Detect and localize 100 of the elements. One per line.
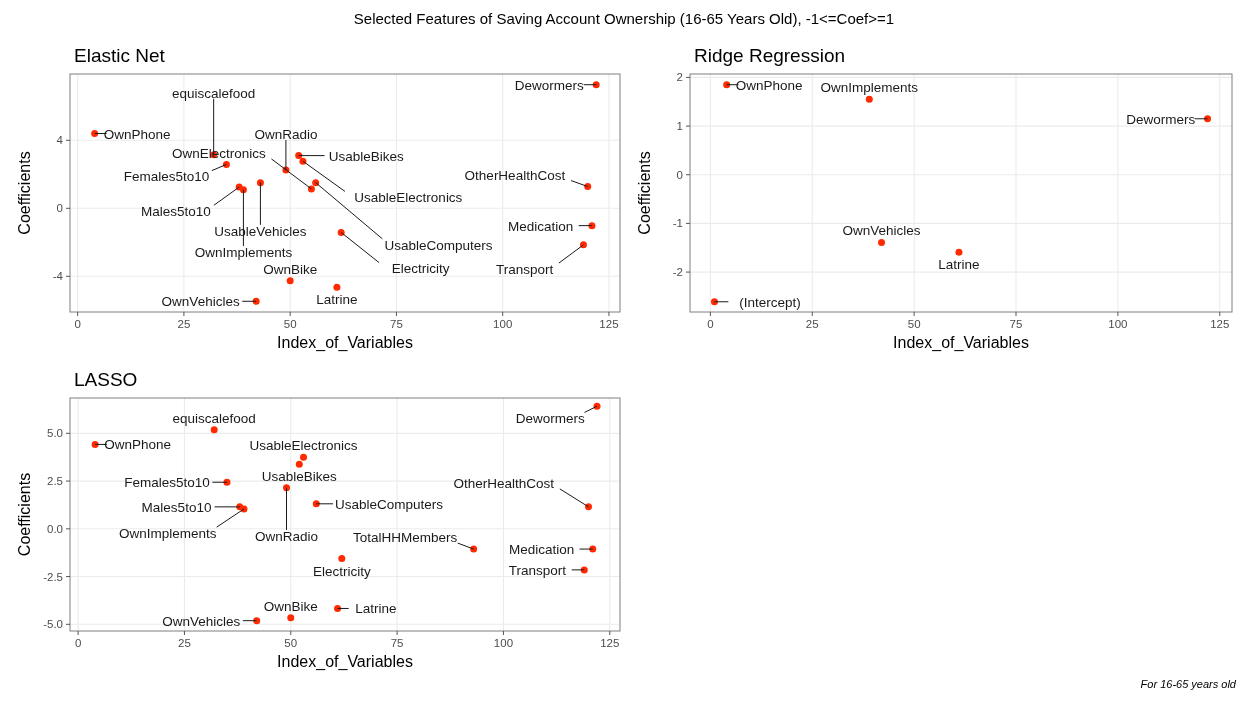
point <box>210 426 218 434</box>
x-tick-label: 0 <box>74 318 81 330</box>
annotation: equiscalefood <box>172 85 256 101</box>
annotation: OwnBike <box>263 261 318 277</box>
x-tick-label: 100 <box>493 318 513 330</box>
annotation: OwnImplements <box>119 525 217 541</box>
annotation: equiscalefood <box>172 410 256 426</box>
point <box>334 604 342 612</box>
text: For 16-65 years old <box>1140 678 1237 690</box>
chart-title: Elastic Net <box>74 45 166 66</box>
annotation: UsableBikes <box>261 469 338 485</box>
annotation: (Intercept) <box>739 294 801 310</box>
x-tick-label: 125 <box>599 318 619 330</box>
x-tick-label: 0 <box>74 637 82 649</box>
x-tick-label: 100 <box>493 637 514 649</box>
annotation: Dewormers <box>514 77 585 93</box>
annotation: Latrine <box>316 292 358 308</box>
annotation: TotalHHMembers <box>353 530 458 546</box>
annotation: OwnVehicles <box>162 613 241 629</box>
point <box>300 453 308 461</box>
annotation: UsableBikes <box>328 148 404 164</box>
annotation: UsableComputers <box>384 237 493 253</box>
annotation: Males5to10 <box>141 204 211 220</box>
point <box>338 555 346 563</box>
point <box>592 81 600 89</box>
point <box>723 81 731 89</box>
annotation: OtherHealthCost <box>464 167 566 183</box>
annotation: Latrine <box>938 257 980 273</box>
x-tick-label: 50 <box>283 318 297 330</box>
y-tick-label: 0.0 <box>47 522 63 535</box>
y-tick-label: -2.5 <box>43 570 63 583</box>
annotation: OwnVehicles <box>842 223 921 239</box>
y-tick-label: 1 <box>676 120 683 133</box>
x-tick-label: 75 <box>390 318 403 330</box>
x-tick-label: 75 <box>1009 318 1023 330</box>
x-axis-title: Index_of_Variables <box>893 334 1029 352</box>
point <box>333 283 341 291</box>
y-axis-title: Coefficients <box>16 151 33 235</box>
annotation: Transport <box>495 261 554 277</box>
x-tick-label: 50 <box>284 637 298 649</box>
point <box>91 130 99 137</box>
point <box>286 277 294 285</box>
point <box>299 157 307 165</box>
x-tick-label: 125 <box>1210 318 1230 330</box>
x-axis-title: Index_of_Variables <box>277 653 413 671</box>
chart-title: Ridge Regression <box>694 45 846 66</box>
annotation: OwnImplements <box>820 80 919 96</box>
point <box>865 95 873 103</box>
annotation: Females5to10 <box>123 169 210 185</box>
x-tick-label: 125 <box>600 637 620 649</box>
point <box>295 152 303 160</box>
annotation: OwnRadio <box>254 127 318 143</box>
annotation: OwnRadio <box>255 528 319 544</box>
annotation: Dewormers <box>515 411 585 427</box>
y-tick-label: 2 <box>676 71 683 84</box>
x-axis-title: Index_of_Variables <box>277 334 413 352</box>
annotation: OwnPhone <box>104 437 172 453</box>
annotation: Dewormers <box>1126 111 1196 127</box>
annotation: UsableComputers <box>335 496 444 512</box>
annotation: OwnPhone <box>735 77 803 93</box>
x-tick-label: 0 <box>707 318 714 330</box>
x-tick-label: 50 <box>907 318 921 330</box>
x-tick-label: 25 <box>177 318 191 330</box>
point <box>256 179 264 187</box>
point <box>955 248 963 256</box>
y-tick-label: 2.5 <box>47 475 63 488</box>
annotation: Males5to10 <box>141 499 212 515</box>
y-tick-label: -1 <box>672 217 683 230</box>
annotation: OwnImplements <box>194 244 293 260</box>
annotation: OwnVehicles <box>161 294 240 310</box>
x-tick-label: 100 <box>1108 318 1128 330</box>
annotation: OwnBike <box>263 598 318 614</box>
point <box>252 297 260 305</box>
annotation: Medication <box>508 218 574 234</box>
annotation: UsableElectronics <box>354 190 463 206</box>
annotation: Electricity <box>312 563 371 579</box>
point <box>283 484 291 492</box>
point <box>239 186 247 194</box>
y-tick-label: 4 <box>56 134 64 147</box>
y-tick-label: -4 <box>52 270 64 283</box>
annotation: Latrine <box>355 601 397 617</box>
annotation: Transport <box>508 562 567 578</box>
annotation: UsableElectronics <box>249 438 358 454</box>
x-tick-label: 25 <box>178 637 191 649</box>
text: Selected Features of Saving Account Ownership (16-65 Years Old), -1<=Coef>=1 <box>353 10 895 27</box>
point <box>878 238 886 246</box>
y-tick-label: 0 <box>676 168 683 181</box>
x-tick-label: 25 <box>805 318 819 330</box>
annotation: Electricity <box>391 261 450 277</box>
x-tick-label: 75 <box>390 637 404 649</box>
y-axis-title: Coefficients <box>636 151 653 235</box>
chart-title: LASSO <box>74 369 138 390</box>
point <box>295 460 303 468</box>
y-tick-label: 0 <box>56 202 63 215</box>
point <box>287 614 295 622</box>
y-tick-label: -2 <box>672 266 683 279</box>
y-tick-label: -5.0 <box>43 618 63 631</box>
y-axis-title: Coefficients <box>16 472 33 557</box>
annotation: Females5to10 <box>124 475 210 491</box>
annotation: Medication <box>508 542 575 558</box>
